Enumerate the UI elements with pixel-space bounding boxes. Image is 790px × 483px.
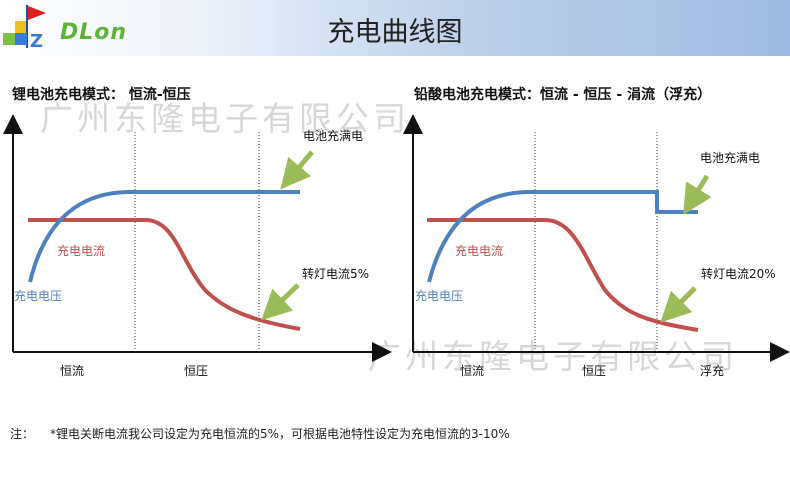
x-label-cc: 恒流 [60,364,84,378]
label-full-charge: 电池充满电 [700,150,760,165]
voltage-curve [28,190,300,283]
svg-text:Z: Z [30,31,43,52]
label-full-charge: 电池充满电 [303,128,363,143]
label-charge-voltage: 充电电压 [415,288,463,303]
label-turn-current: 转灯电流5% [302,266,369,281]
label-charge-current: 充电电流 [455,243,503,258]
note-prefix: 注： [10,427,35,441]
arrow-full-charge [280,150,314,190]
x-label-cv: 恒压 [582,364,606,378]
arrow-full-charge [683,174,712,215]
current-curve [427,218,699,332]
watermark-bottom: 广州东隆电子有限公司 [368,337,738,376]
header-bar [0,0,790,56]
current-curve [28,218,301,331]
page-title: 充电曲线图 [327,17,463,48]
label-turn-current: 转灯电流20% [701,266,776,281]
watermark-top: 广州东隆电子有限公司 [40,99,410,138]
x-label-cv: 恒压 [184,364,208,378]
x-label-float: 浮充 [700,363,724,378]
arrow-turn-current [261,283,300,321]
x-label-cc: 恒流 [460,364,484,378]
right-charging-diagram: 电池充满电 充电电流 充电电压 转灯电流20% 恒流 恒压 浮充 [403,114,790,378]
logo-text: DLon [60,20,128,45]
left-charging-diagram: 电池充满电 充电电流 充电电压 转灯电流5% 恒流 恒压 [3,114,392,378]
label-charge-current: 充电电流 [57,243,105,258]
company-logo: Z DLon [0,0,140,56]
left-panel-title: 锂电池充电模式： 恒流-恒压 [12,87,191,103]
right-panel-title: 铅酸电池充电模式：恒流 - 恒压 - 涓流（浮充） [414,87,712,103]
arrow-turn-current [660,286,697,323]
label-charge-voltage: 充电电压 [14,288,62,303]
voltage-curve [427,190,698,283]
logo-graphic: Z [3,5,46,52]
note-text: *锂电关断电流我公司设定为充电恒流的5%，可根据电池特性设定为充电恒流的3-10… [50,427,510,441]
